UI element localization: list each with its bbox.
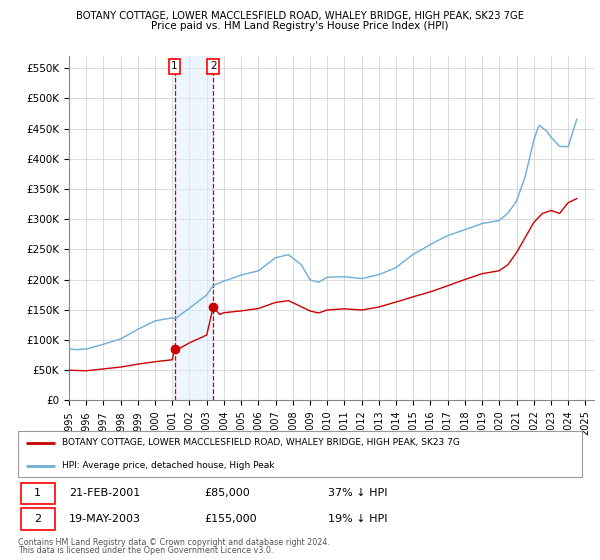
FancyBboxPatch shape: [21, 508, 55, 530]
Bar: [175, 56, 213, 400]
Text: 19% ↓ HPI: 19% ↓ HPI: [328, 514, 388, 524]
Text: Contains HM Land Registry data © Crown copyright and database right 2024.: Contains HM Land Registry data © Crown c…: [18, 538, 330, 547]
Text: £85,000: £85,000: [204, 488, 250, 498]
Text: 1: 1: [171, 62, 178, 71]
Text: HPI: Average price, detached house, High Peak: HPI: Average price, detached house, High…: [62, 461, 274, 470]
Text: 2: 2: [210, 62, 217, 71]
Text: 2: 2: [34, 514, 41, 524]
Text: BOTANY COTTAGE, LOWER MACCLESFIELD ROAD, WHALEY BRIDGE, HIGH PEAK, SK23 7G: BOTANY COTTAGE, LOWER MACCLESFIELD ROAD,…: [62, 438, 460, 447]
Text: 19-MAY-2003: 19-MAY-2003: [69, 514, 141, 524]
Text: 37% ↓ HPI: 37% ↓ HPI: [328, 488, 388, 498]
FancyBboxPatch shape: [21, 483, 55, 504]
Text: BOTANY COTTAGE, LOWER MACCLESFIELD ROAD, WHALEY BRIDGE, HIGH PEAK, SK23 7GE: BOTANY COTTAGE, LOWER MACCLESFIELD ROAD,…: [76, 11, 524, 21]
FancyBboxPatch shape: [18, 431, 582, 477]
Text: £155,000: £155,000: [204, 514, 257, 524]
Text: 1: 1: [34, 488, 41, 498]
Text: 21-FEB-2001: 21-FEB-2001: [69, 488, 140, 498]
Text: This data is licensed under the Open Government Licence v3.0.: This data is licensed under the Open Gov…: [18, 546, 274, 555]
Text: Price paid vs. HM Land Registry's House Price Index (HPI): Price paid vs. HM Land Registry's House …: [151, 21, 449, 31]
